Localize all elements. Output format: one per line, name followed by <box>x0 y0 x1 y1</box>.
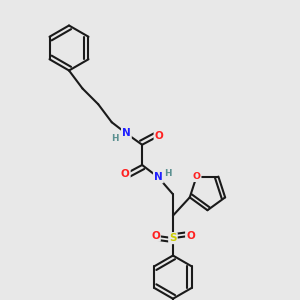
Text: O: O <box>151 231 160 241</box>
Text: H: H <box>111 134 119 143</box>
Text: O: O <box>186 231 195 241</box>
Text: H: H <box>164 169 172 178</box>
Text: S: S <box>169 233 177 243</box>
Text: O: O <box>121 169 130 179</box>
Text: N: N <box>154 172 163 182</box>
Text: N: N <box>122 128 131 139</box>
Text: O: O <box>154 131 164 141</box>
Text: O: O <box>193 172 200 181</box>
